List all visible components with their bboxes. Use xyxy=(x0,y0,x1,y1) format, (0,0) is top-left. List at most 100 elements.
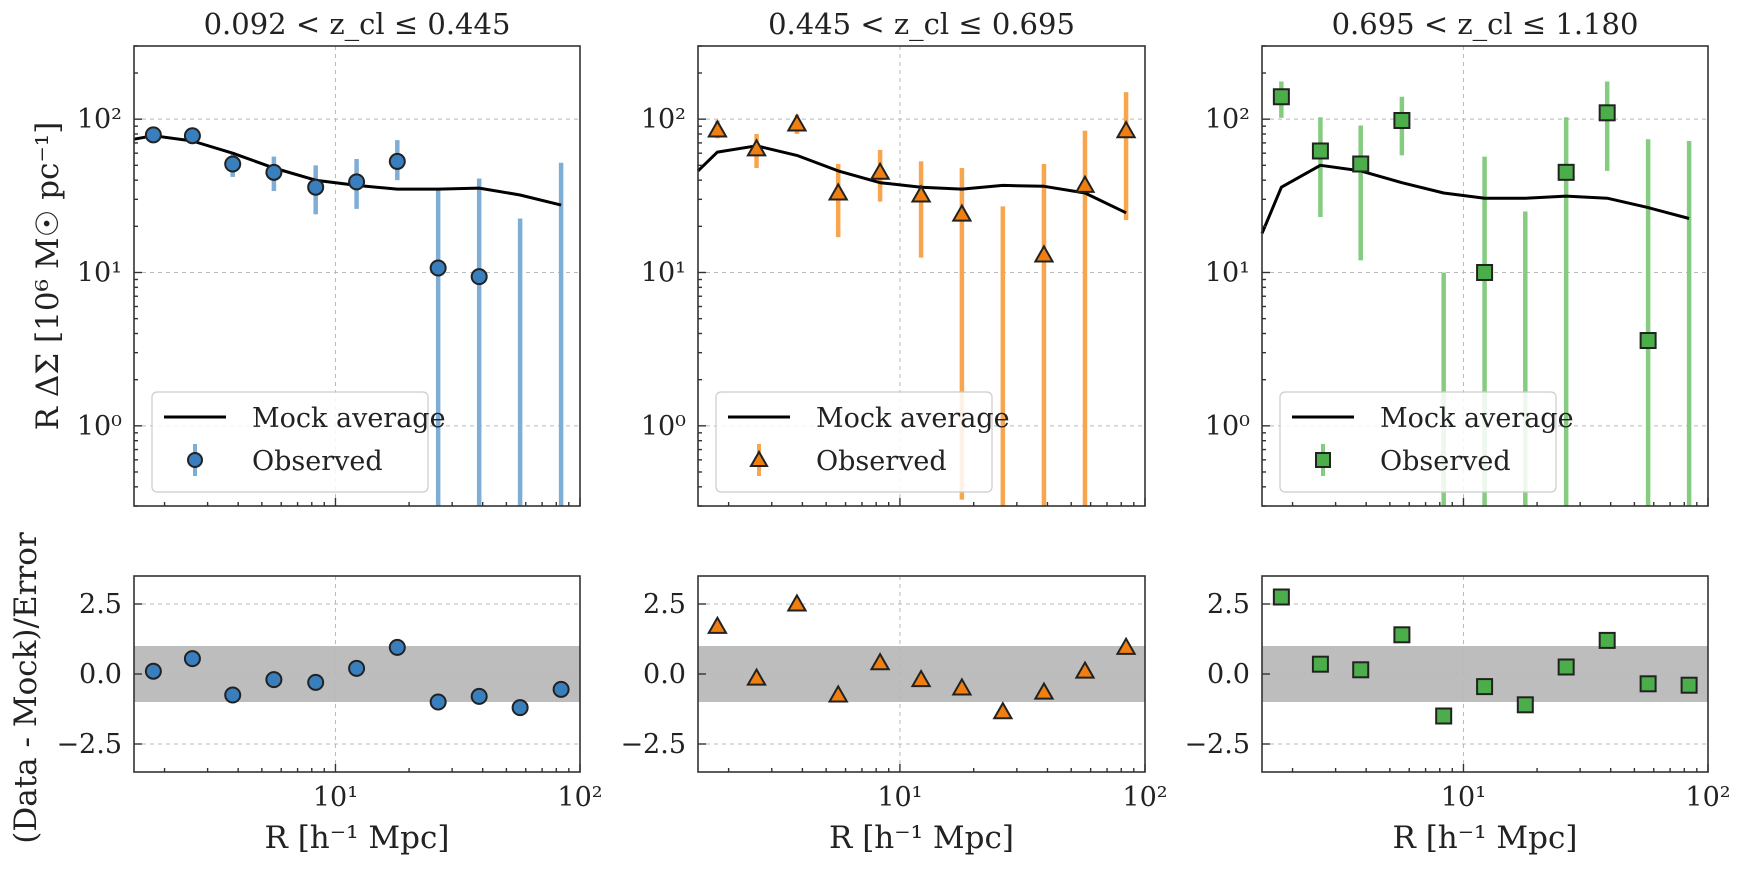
residual-point xyxy=(511,699,529,717)
observed-point xyxy=(951,203,973,222)
observed-point xyxy=(265,163,283,181)
residual-point xyxy=(1115,636,1137,655)
observed-point xyxy=(1074,174,1096,193)
y-axis-label-top: R ΔΣ [10⁶ M☉ pc⁻¹] xyxy=(30,122,66,431)
y-tick-label: −2.5 xyxy=(56,729,122,760)
mock-average-line xyxy=(1260,163,1690,234)
observed-point xyxy=(1272,88,1290,106)
residual-point xyxy=(1639,675,1657,693)
y-tick-label: 10¹ xyxy=(1205,257,1250,288)
observed-point xyxy=(183,127,201,145)
residual-plot: 2.5 0.0 −2.5 10¹ 10² xyxy=(620,575,1168,813)
residual-point xyxy=(552,680,570,698)
panel-title: 0.092 < z_cl ≤ 0.445 xyxy=(204,7,511,42)
residual-point xyxy=(1516,696,1534,714)
residual-point xyxy=(1393,626,1411,644)
residual-point xyxy=(1033,681,1055,700)
residual-point xyxy=(992,701,1014,720)
residual-point xyxy=(827,684,849,703)
residual-point xyxy=(746,667,767,686)
observed-point xyxy=(1557,163,1575,181)
residual-point xyxy=(1435,707,1453,725)
y-tick-label: 2.5 xyxy=(1207,589,1250,620)
observed-point xyxy=(1598,104,1616,122)
upper-plot-frame xyxy=(1261,45,1709,507)
legend-observed-label: Observed xyxy=(816,446,947,477)
observed-point xyxy=(910,184,932,203)
residual-point xyxy=(1074,660,1096,679)
y-tick-label: 10⁰ xyxy=(1205,411,1250,442)
upper-plot: Mock average Observed 10⁰ 10¹ 10² xyxy=(1205,45,1709,507)
legend-observed-marker xyxy=(187,452,203,468)
upper-plot-frame xyxy=(697,45,1146,507)
residual-point xyxy=(869,652,891,671)
observed-point xyxy=(869,161,891,180)
y-tick-label: 0.0 xyxy=(1207,659,1250,690)
panel-title: 0.445 < z_cl ≤ 0.695 xyxy=(768,7,1075,42)
observed-point xyxy=(1476,263,1494,281)
legend-observed-label: Observed xyxy=(252,446,383,477)
residual-plot: 2.5 0.0 −2.5 10¹ 10² xyxy=(56,575,603,813)
y-tick-label: 10⁰ xyxy=(77,411,122,442)
observed-point xyxy=(1033,244,1055,263)
x-tick-label: 10¹ xyxy=(1441,782,1486,813)
y-tick-label: 10² xyxy=(77,104,122,135)
residual-point xyxy=(307,673,325,691)
observed-point xyxy=(470,268,488,286)
upper-plot-frame xyxy=(133,45,581,507)
observed-point xyxy=(786,113,808,132)
residual-point xyxy=(1598,631,1616,649)
x-tick-label: 10² xyxy=(1122,782,1167,813)
legend-mock-label: Mock average xyxy=(816,403,1010,434)
residual-point xyxy=(429,693,447,711)
residual-point xyxy=(1557,658,1575,676)
panel-1: 0.092 < z_cl ≤ 0.445 Mock average Observed… xyxy=(56,7,602,856)
residual-point xyxy=(786,593,808,612)
legend-observed-marker xyxy=(1315,452,1331,468)
y-tick-label: 0.0 xyxy=(79,659,122,690)
panel-2: 0.445 < z_cl ≤ 0.695 Mock average Observed… xyxy=(620,7,1167,856)
observed-point xyxy=(1352,155,1370,173)
y-tick-label: 2.5 xyxy=(643,589,686,620)
x-tick-label: 10¹ xyxy=(877,782,922,813)
observed-point xyxy=(348,173,366,191)
residual-point xyxy=(224,686,242,704)
y-tick-label: 0.0 xyxy=(643,659,686,690)
observed-point xyxy=(429,259,447,277)
residual-point xyxy=(951,677,973,696)
y-tick-label: −2.5 xyxy=(1184,729,1250,760)
residual-point xyxy=(1272,588,1290,606)
observed-point xyxy=(144,126,162,144)
x-tick-label: 10¹ xyxy=(313,782,358,813)
residual-point xyxy=(1680,676,1698,694)
residual-point xyxy=(183,650,201,668)
x-tick-label: 10² xyxy=(1685,782,1730,813)
y-tick-label: 10⁰ xyxy=(641,411,686,442)
panels: 0.092 < z_cl ≤ 0.445 Mock average Observed… xyxy=(56,7,1730,856)
y-tick-label: 10¹ xyxy=(641,257,686,288)
observed-point xyxy=(224,155,242,173)
observed-point xyxy=(388,152,406,170)
x-axis-label: R [h⁻¹ Mpc] xyxy=(265,820,450,856)
y-tick-label: 10² xyxy=(1205,104,1250,135)
legend-mock-label: Mock average xyxy=(1380,403,1574,434)
mock-average-line xyxy=(133,134,562,207)
panel-title: 0.695 < z_cl ≤ 1.180 xyxy=(1332,7,1639,42)
upper-plot: Mock average Observed 10⁰ 10¹ 10² xyxy=(77,45,581,507)
y-tick-label: 2.5 xyxy=(79,589,122,620)
observed-point xyxy=(746,138,767,157)
residual-point xyxy=(1476,678,1494,696)
residual-point xyxy=(707,615,728,634)
x-axis-label: R [h⁻¹ Mpc] xyxy=(829,820,1014,856)
mock-average-line xyxy=(696,144,1127,215)
observed-point xyxy=(707,119,728,138)
x-tick-label: 10² xyxy=(557,782,602,813)
legend-observed-marker xyxy=(749,449,769,468)
observed-point xyxy=(827,182,849,201)
residual-point xyxy=(348,659,366,677)
y-tick-label: 10¹ xyxy=(77,257,122,288)
observed-point xyxy=(1639,332,1657,350)
observed-point xyxy=(1115,120,1137,139)
x-axis-label: R [h⁻¹ Mpc] xyxy=(1393,820,1578,856)
